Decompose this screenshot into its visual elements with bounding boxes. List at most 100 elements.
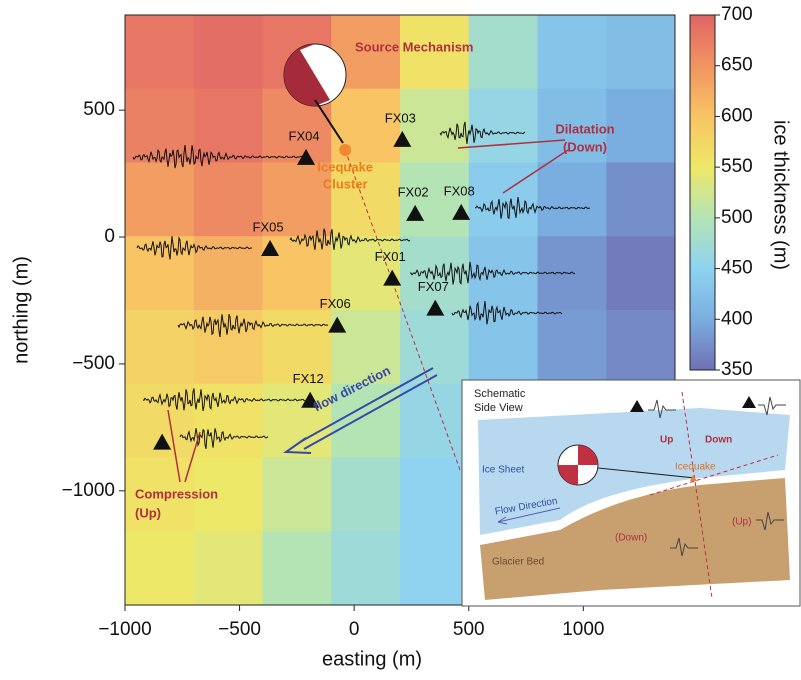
thickness-cell [331, 531, 401, 606]
thickness-cell [193, 236, 263, 311]
leader [314, 99, 344, 144]
thickness-cell [537, 162, 607, 237]
annotation: Dilatation [555, 121, 614, 136]
station [426, 299, 445, 316]
y-tick-label: 500 [83, 99, 115, 120]
station-label: FX03 [385, 110, 416, 125]
thickness-cell [125, 88, 195, 163]
thickness-cell [606, 310, 676, 385]
waveform [409, 261, 576, 285]
thickness-cell [468, 236, 538, 311]
station [297, 148, 316, 165]
station [406, 204, 425, 221]
waveform [179, 428, 269, 449]
thickness-cell [262, 383, 332, 458]
thickness-cell [400, 531, 470, 606]
station [328, 316, 347, 333]
thickness-cell [125, 236, 195, 311]
thickness-cell [400, 310, 470, 385]
station-label: FX05 [253, 219, 284, 234]
colorbar-tick-label: 350 [721, 359, 753, 380]
station-label: FX12 [293, 371, 324, 386]
thickness-cell [468, 15, 538, 90]
thickness-cell [606, 15, 676, 90]
y-tick-label: −1000 [62, 480, 115, 501]
thickness-cell [193, 383, 263, 458]
waveform [177, 313, 329, 338]
station [301, 391, 320, 408]
colorbar [689, 14, 716, 371]
station-label: FX01 [375, 249, 406, 264]
thickness-cell [468, 88, 538, 163]
station [383, 269, 402, 286]
beachball-quad [284, 44, 330, 106]
waveform [142, 388, 314, 412]
annotation: Compression [135, 486, 218, 501]
thickness-cell [537, 310, 607, 385]
thickness-cell [262, 531, 332, 606]
thickness-cell [400, 88, 470, 163]
thickness-cell [331, 383, 401, 458]
annotation: Cluster [323, 176, 368, 191]
waveform [132, 144, 304, 169]
y-tick-label: 0 [104, 226, 115, 247]
colorbar-tick-label: 400 [721, 308, 753, 329]
thickness-cell [468, 162, 538, 237]
waveform [136, 236, 253, 260]
inset-title: Schematic [474, 388, 526, 400]
x-tick-label: 0 [349, 619, 360, 640]
thickness-cell [400, 162, 470, 237]
x-axis-label: easting (m) [322, 648, 422, 670]
station-label: FX02 [398, 184, 429, 199]
inset-label: Glacier Bed [492, 557, 544, 568]
thickness-cell [125, 531, 195, 606]
thickness-cell [193, 531, 263, 606]
thickness-cell [193, 15, 263, 90]
colorbar-tick-label: 600 [721, 105, 753, 126]
thickness-cell [125, 15, 195, 90]
thickness-cell [331, 310, 401, 385]
colorbar-tick-label: 650 [721, 55, 753, 76]
station-label: FX04 [289, 128, 320, 143]
icequake-cluster [339, 144, 352, 157]
station [153, 433, 172, 450]
colorbar-label: ice thickness (m) [770, 120, 792, 270]
waveform [451, 301, 563, 325]
station [452, 203, 471, 220]
station [261, 239, 280, 256]
thickness-cell [606, 88, 676, 163]
colorbar-tick-label: 450 [721, 258, 753, 279]
x-tick-label: 1000 [562, 619, 604, 640]
thickness-cell [262, 310, 332, 385]
thickness-cell [468, 310, 538, 385]
station-label: FX07 [418, 279, 449, 294]
thickness-cell [262, 162, 332, 237]
inset-label: Down [705, 435, 732, 446]
thickness-cell [262, 457, 332, 532]
inset-title: Side View [474, 402, 523, 414]
thickness-cell [400, 457, 470, 532]
arrow [457, 139, 569, 194]
thickness-cell [125, 162, 195, 237]
station-label: FX06 [320, 296, 351, 311]
waveform [474, 196, 591, 220]
annotation: Icequake [317, 159, 373, 174]
colorbar-tick-label: 500 [721, 207, 753, 228]
x-tick-label: −500 [218, 619, 261, 640]
thickness-cell [400, 15, 470, 90]
thickness-cell [331, 457, 401, 532]
y-axis-label: northing (m) [10, 256, 32, 364]
colorbar-tick-label: 700 [721, 4, 753, 25]
x-tick-label: −1000 [98, 619, 151, 640]
inset-label: Ice Sheet [482, 465, 524, 476]
annotation: Source Mechanism [355, 39, 474, 54]
arrow [167, 409, 201, 483]
x-tick-label: 500 [453, 619, 485, 640]
thickness-cell [331, 162, 401, 237]
inset-label: Up [660, 435, 673, 446]
flow-arrow [282, 437, 312, 454]
thickness-cell [537, 15, 607, 90]
annotation: (Up) [135, 505, 161, 520]
thickness-cell [125, 310, 195, 385]
